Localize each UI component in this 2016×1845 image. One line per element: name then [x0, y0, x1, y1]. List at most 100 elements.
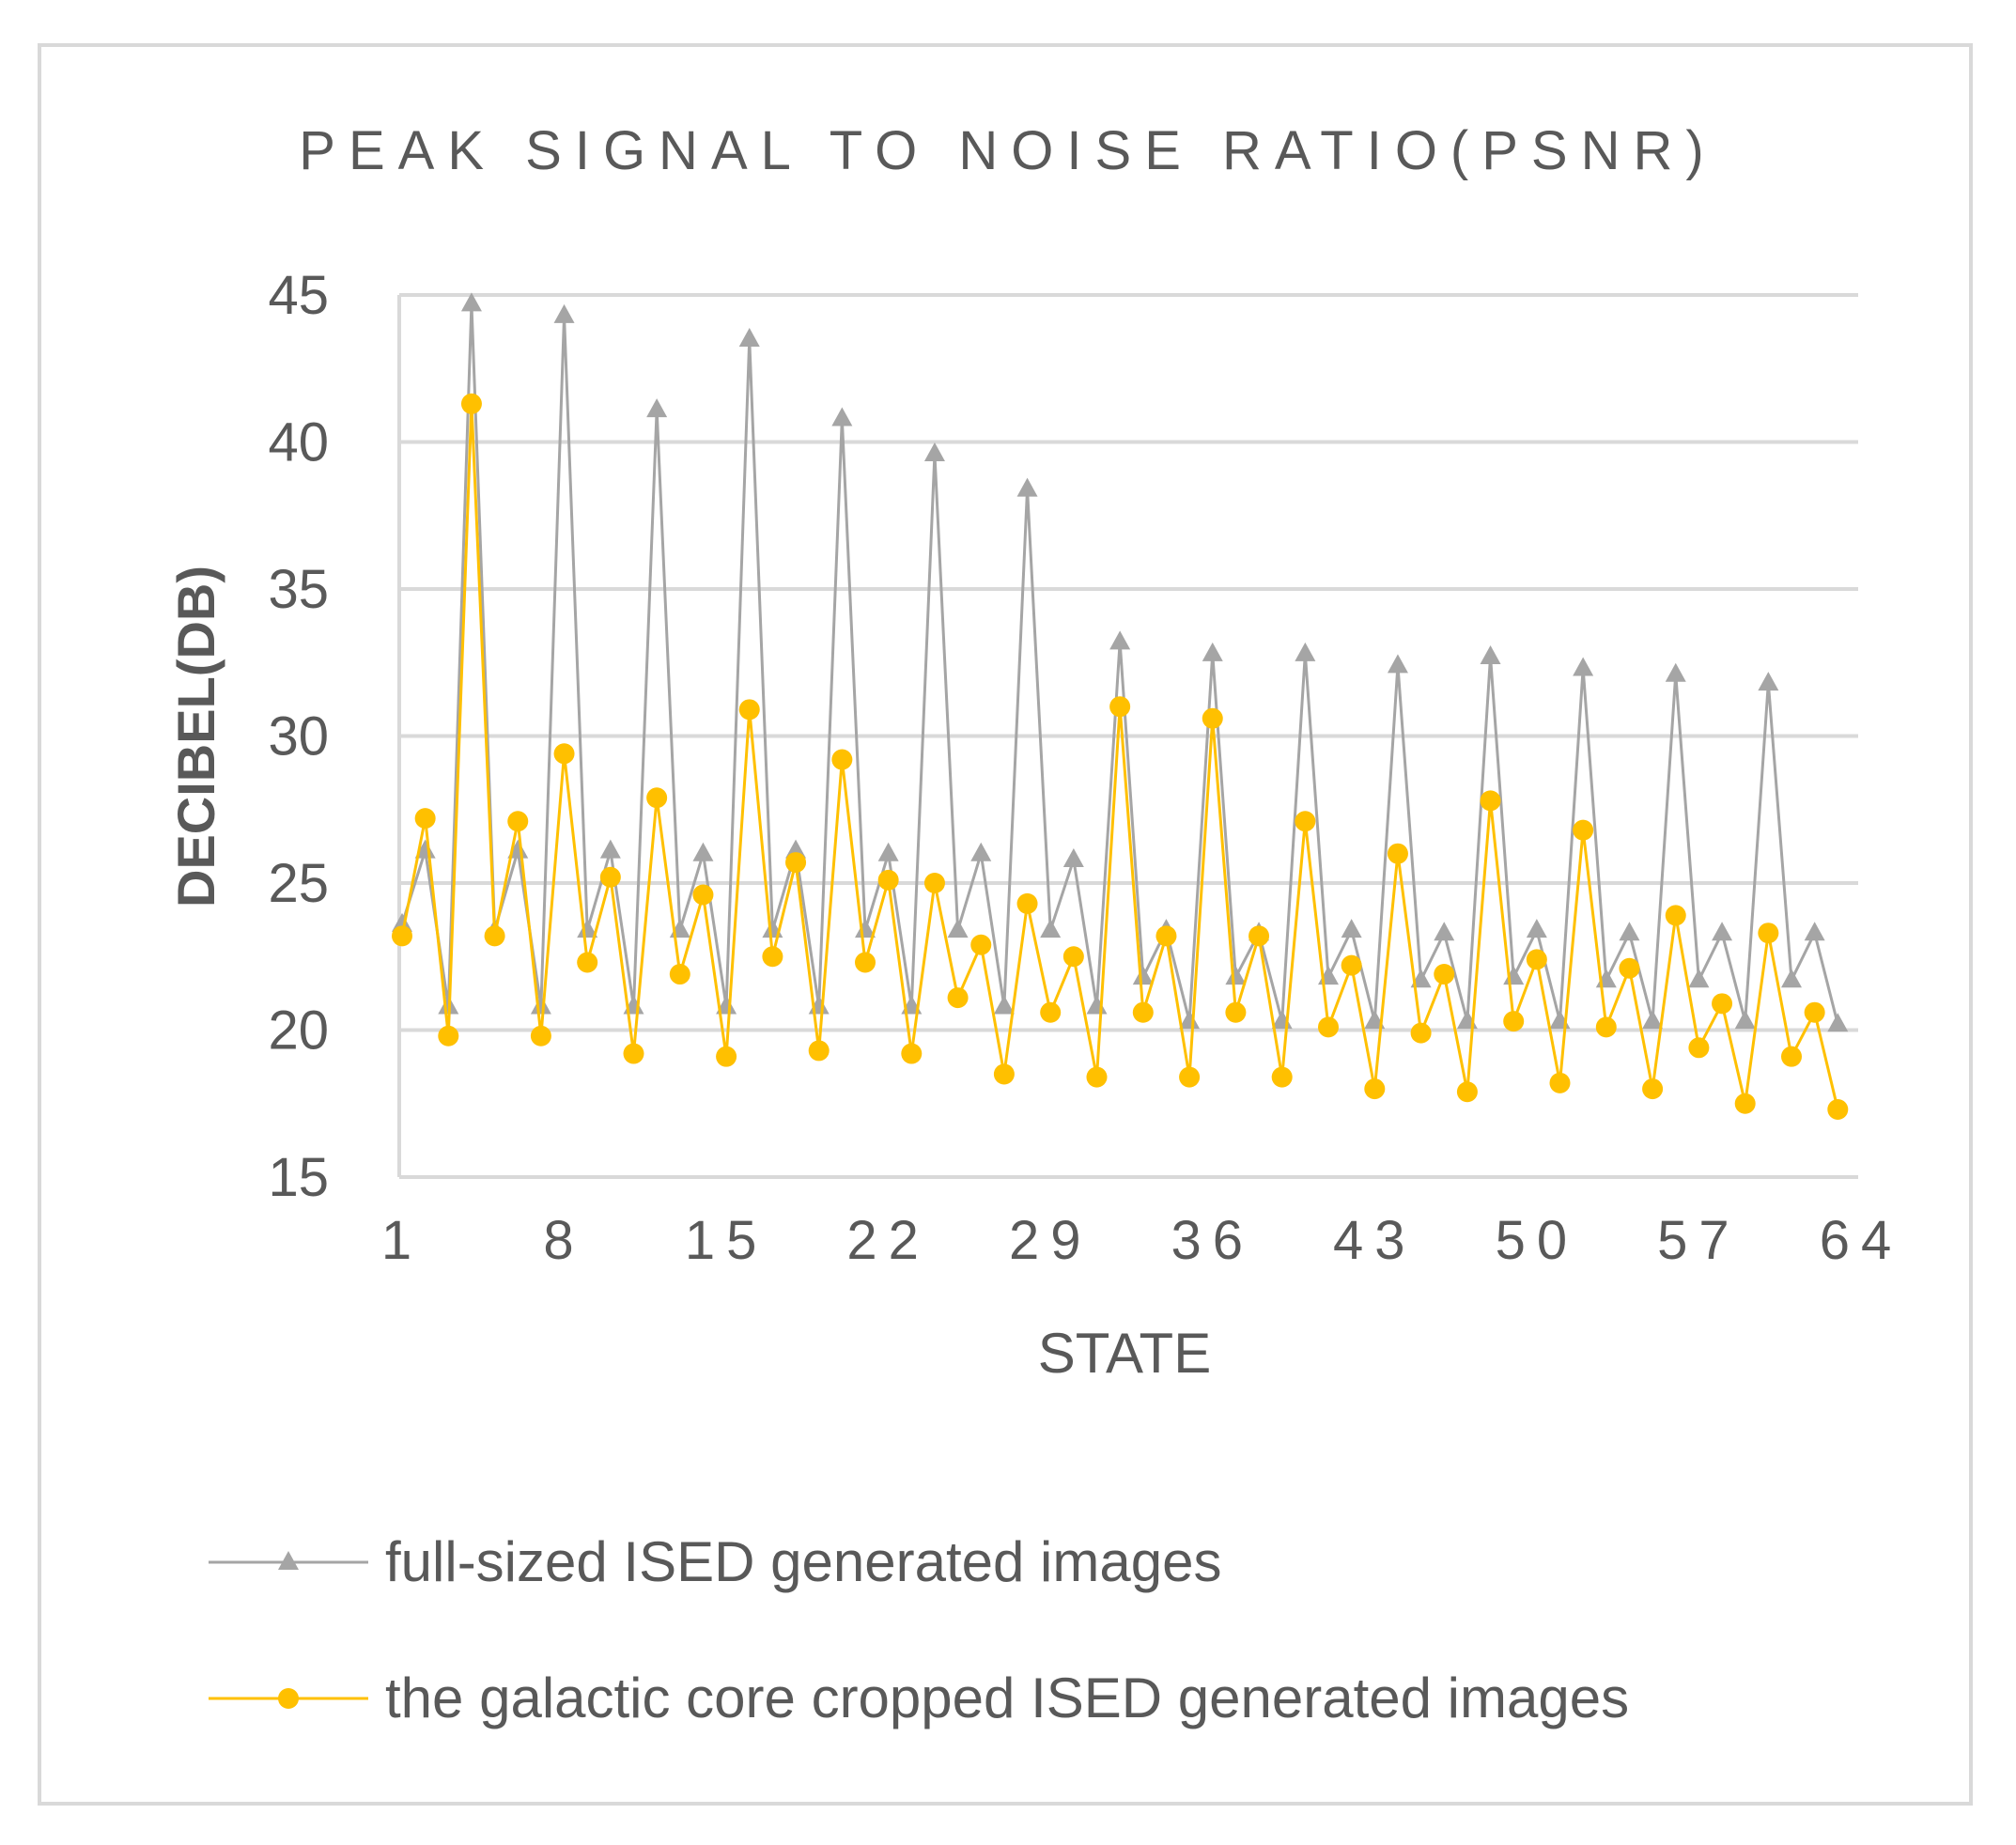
y-axis-tick-labels: 15 20 25 30 35 40 45: [268, 265, 329, 1208]
data-point-cropped-19: [808, 1040, 830, 1062]
data-point-cropped-24: [923, 873, 945, 893]
data-point-cropped-48: [1480, 790, 1501, 812]
x-tick-label-29: 29: [1009, 1210, 1093, 1271]
data-point-full-28: [1016, 477, 1038, 497]
data-point-cropped-41: [1318, 1016, 1339, 1038]
data-point-cropped-10: [599, 866, 621, 888]
data-point-full-63: [1827, 1013, 1849, 1032]
x-axis-tick-labels: 1 8 15 22 29 36 43 50 57 64: [381, 1210, 1891, 1271]
series-full-sized: [392, 292, 1849, 1032]
data-point-full-40: [1295, 642, 1316, 661]
y-tick-label-35: 35: [268, 559, 329, 620]
x-tick-label-15: 15: [685, 1210, 768, 1271]
data-point-cropped-60: [1758, 922, 1779, 944]
gridlines: [397, 293, 1858, 1179]
data-point-cropped-6: [507, 811, 529, 832]
data-point-cropped-46: [1434, 964, 1455, 985]
data-point-cropped-29: [1040, 1001, 1062, 1023]
data-point-cropped-22: [877, 869, 899, 891]
data-point-cropped-18: [785, 852, 807, 874]
data-point-full-46: [1434, 922, 1455, 941]
y-tick-label-45: 45: [268, 265, 329, 326]
data-point-full-37: [1225, 966, 1247, 985]
data-point-full-62: [1804, 922, 1825, 941]
chart-frame: [38, 43, 1973, 1806]
data-point-full-25: [947, 919, 969, 938]
y-tick-label-15: 15: [268, 1147, 329, 1208]
data-point-cropped-44: [1387, 843, 1408, 864]
data-point-full-49: [1503, 966, 1525, 985]
data-point-cropped-61: [1781, 1046, 1802, 1067]
data-point-full-32: [1109, 630, 1131, 650]
legend: full-sized ISED generated images the gal…: [209, 1530, 1629, 1729]
data-point-full-31: [1086, 995, 1108, 1015]
y-tick-label-25: 25: [268, 853, 329, 914]
data-point-cropped-63: [1827, 1099, 1849, 1121]
data-point-full-54: [1619, 922, 1640, 941]
data-point-cropped-49: [1503, 1011, 1525, 1032]
data-point-full-14: [692, 842, 714, 861]
data-point-full-35: [1179, 1010, 1201, 1030]
data-point-cropped-43: [1364, 1078, 1386, 1100]
data-point-cropped-5: [484, 925, 505, 947]
y-tick-label-40: 40: [268, 412, 329, 473]
data-point-cropped-25: [947, 987, 969, 1009]
data-point-full-27: [993, 995, 1015, 1015]
legend-label-cropped: the galactic core cropped ISED generated…: [385, 1667, 1629, 1729]
data-point-cropped-34: [1155, 925, 1177, 947]
data-point-cropped-54: [1619, 957, 1640, 979]
data-point-cropped-42: [1341, 954, 1362, 976]
data-point-cropped-57: [1688, 1037, 1710, 1059]
data-point-cropped-23: [901, 1043, 923, 1064]
x-tick-label-36: 36: [1171, 1210, 1254, 1271]
data-point-cropped-16: [738, 699, 760, 721]
data-point-full-58: [1712, 922, 1733, 941]
data-point-full-42: [1341, 919, 1362, 938]
series-layer: [392, 292, 1849, 1121]
data-point-full-20: [831, 407, 853, 426]
data-point-cropped-59: [1734, 1093, 1756, 1114]
data-point-cropped-3: [438, 1025, 459, 1047]
x-tick-label-50: 50: [1496, 1210, 1579, 1271]
data-point-full-36: [1202, 642, 1223, 661]
data-point-full-16: [738, 327, 760, 347]
x-tick-label-22: 22: [846, 1210, 930, 1271]
series-galactic-core-cropped: [392, 393, 1849, 1121]
data-point-cropped-13: [669, 964, 690, 985]
data-point-cropped-26: [970, 934, 992, 955]
data-point-cropped-62: [1804, 1001, 1825, 1023]
legend-label-full: full-sized ISED generated images: [385, 1530, 1221, 1593]
data-point-cropped-35: [1179, 1066, 1201, 1088]
data-point-full-29: [1040, 919, 1062, 938]
data-point-full-22: [877, 842, 899, 861]
data-point-cropped-9: [577, 952, 598, 973]
y-axis-label: DECIBEL(DB): [166, 566, 225, 907]
data-point-cropped-28: [1016, 892, 1038, 914]
series-line-0: [400, 302, 1839, 1025]
data-point-full-56: [1665, 662, 1686, 682]
data-point-full-10: [599, 839, 621, 859]
data-point-cropped-33: [1132, 1001, 1154, 1023]
data-point-cropped-20: [831, 749, 853, 770]
x-tick-label-1: 1: [381, 1210, 423, 1271]
data-point-cropped-2: [414, 808, 436, 829]
y-tick-label-30: 30: [268, 706, 329, 767]
legend-marker-cropped: [278, 1688, 299, 1709]
data-point-cropped-30: [1062, 946, 1084, 968]
legend-item-cropped: the galactic core cropped ISED generated…: [209, 1667, 1629, 1729]
data-point-cropped-17: [762, 946, 783, 968]
data-point-full-60: [1758, 672, 1779, 691]
data-point-full-55: [1642, 1010, 1664, 1030]
data-point-full-15: [716, 995, 737, 1015]
data-point-full-4: [460, 292, 482, 312]
x-tick-label-43: 43: [1333, 1210, 1417, 1271]
data-point-full-59: [1734, 1010, 1756, 1030]
data-point-cropped-47: [1456, 1081, 1478, 1103]
data-point-cropped-56: [1665, 905, 1686, 926]
y-tick-label-20: 20: [268, 1000, 329, 1062]
data-point-cropped-55: [1642, 1078, 1664, 1100]
data-point-cropped-50: [1526, 949, 1547, 970]
data-point-cropped-36: [1202, 707, 1223, 729]
data-point-cropped-14: [692, 884, 714, 906]
data-point-full-50: [1526, 919, 1547, 938]
